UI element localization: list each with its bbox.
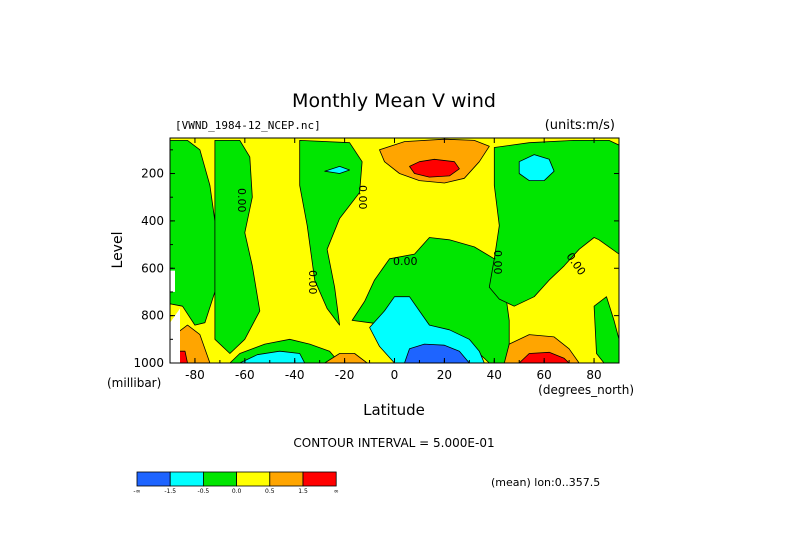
chart-title: Monthly Mean V wind xyxy=(292,90,496,112)
region-southern-polar-missing-upper xyxy=(170,270,175,292)
colorbar-swatch xyxy=(236,471,271,487)
y-axis-units: (millibar) xyxy=(107,376,161,390)
x-tick-label: -40 xyxy=(285,368,305,382)
contour-interval-text: CONTOUR INTERVAL = 5.000E-01 xyxy=(293,436,494,450)
region-southern-polar-missing xyxy=(170,308,180,363)
colorbar-tick-label: -∞ xyxy=(133,488,140,495)
x-tick-label: 80 xyxy=(586,368,601,382)
region-tropical-upper-cyan xyxy=(324,165,351,174)
x-tick-label: 40 xyxy=(487,368,502,382)
contour-label: 0.00 xyxy=(491,250,504,275)
region-upper-red-jet-core xyxy=(409,158,460,178)
contour-label: 0.00 xyxy=(235,188,248,213)
y-tick-label: 1000 xyxy=(133,356,164,370)
colorbar-tick-label: -0.5 xyxy=(198,488,210,495)
units-label: (units:m/s) xyxy=(545,118,615,133)
y-tick-label: 200 xyxy=(141,167,164,181)
colorbar-swatch xyxy=(136,471,171,487)
region-equatorial-blue-core xyxy=(404,343,470,363)
region-northern-surface-red xyxy=(518,351,570,363)
y-axis-title: Level xyxy=(110,232,126,269)
x-tick-label: -20 xyxy=(335,368,355,382)
y-tick-label: 600 xyxy=(141,261,164,275)
x-tick-label: 60 xyxy=(537,368,552,382)
region-subtropical-surface-orange xyxy=(324,353,368,363)
colorbar-tick-label: -1.5 xyxy=(164,488,176,495)
region-northern-surface-orange xyxy=(503,334,580,363)
y-tick-label: 800 xyxy=(141,309,164,323)
colorbar-swatch xyxy=(302,471,337,487)
colorbar-swatch xyxy=(169,471,204,487)
contour-label: 0.00 xyxy=(393,255,418,268)
region-northern-subtropical-cyan xyxy=(518,154,555,182)
contour-label: 0.00 xyxy=(356,185,369,210)
colorbar-tick-label: 0.0 xyxy=(232,488,242,495)
contour-label: 0.00 xyxy=(306,270,319,295)
x-tick-label: -60 xyxy=(235,368,255,382)
x-tick-label: 20 xyxy=(437,368,452,382)
dataset-label: [VWND_1984-12_NCEP.nc] xyxy=(175,119,321,132)
region-equatorial-cyan-tongue xyxy=(369,296,485,363)
region-northern-polar-green-sliver xyxy=(593,296,619,363)
x-axis-units: (degrees_north) xyxy=(538,383,634,397)
colorbar: -∞ -1.5 -0.5 0.0 0.5 1.5 ∞ xyxy=(133,471,339,495)
x-tick-label: -80 xyxy=(185,368,205,382)
mean-text: (mean) lon:0..357.5 xyxy=(491,476,600,489)
region-tropical-tower-green xyxy=(299,139,363,326)
colorbar-tick-label: 1.5 xyxy=(298,488,308,495)
colorbar-tick-label: ∞ xyxy=(334,488,339,495)
region-southern-mid-green xyxy=(214,139,261,354)
colorbar-swatch xyxy=(269,471,304,487)
x-axis-title: Latitude xyxy=(363,401,425,419)
colorbar-swatch xyxy=(202,471,237,487)
colorbar-tick-label: 0.5 xyxy=(265,488,275,495)
region-southern-cyan-pocket xyxy=(239,350,306,363)
x-tick-label: 0 xyxy=(391,368,399,382)
y-tick-label: 400 xyxy=(141,214,164,228)
region-northern-green-mass xyxy=(488,139,619,307)
